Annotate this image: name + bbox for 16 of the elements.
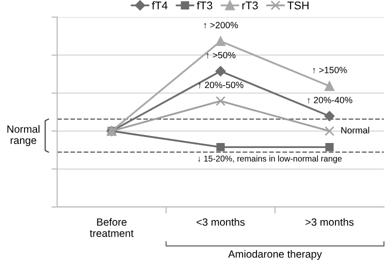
annotation: ↓ 15-20%, remains in low-normal range — [198, 155, 342, 164]
legend-label: rT3 — [242, 2, 258, 10]
annotation: ↑ 20%-50% — [198, 82, 244, 88]
x-tick-label: >3 months — [306, 218, 354, 226]
text: Amiodarone therapy — [228, 250, 322, 260]
legend-label: fT3 — [196, 1, 212, 10]
legend-label: fT4 — [152, 1, 168, 10]
text: Normal range — [7, 125, 40, 146]
x-tick-label: Before treatment — [90, 218, 134, 237]
x-tick-label: <3 months — [196, 218, 245, 226]
annotation: Normal — [341, 126, 370, 134]
legend-label: TSH — [287, 2, 308, 10]
annotation: ↑ 20%-40% — [308, 96, 352, 104]
annotation: ↑ >50% — [206, 52, 236, 58]
annotation: ↑ >200% — [204, 22, 238, 28]
annotation: ↑ >150% — [312, 66, 347, 74]
